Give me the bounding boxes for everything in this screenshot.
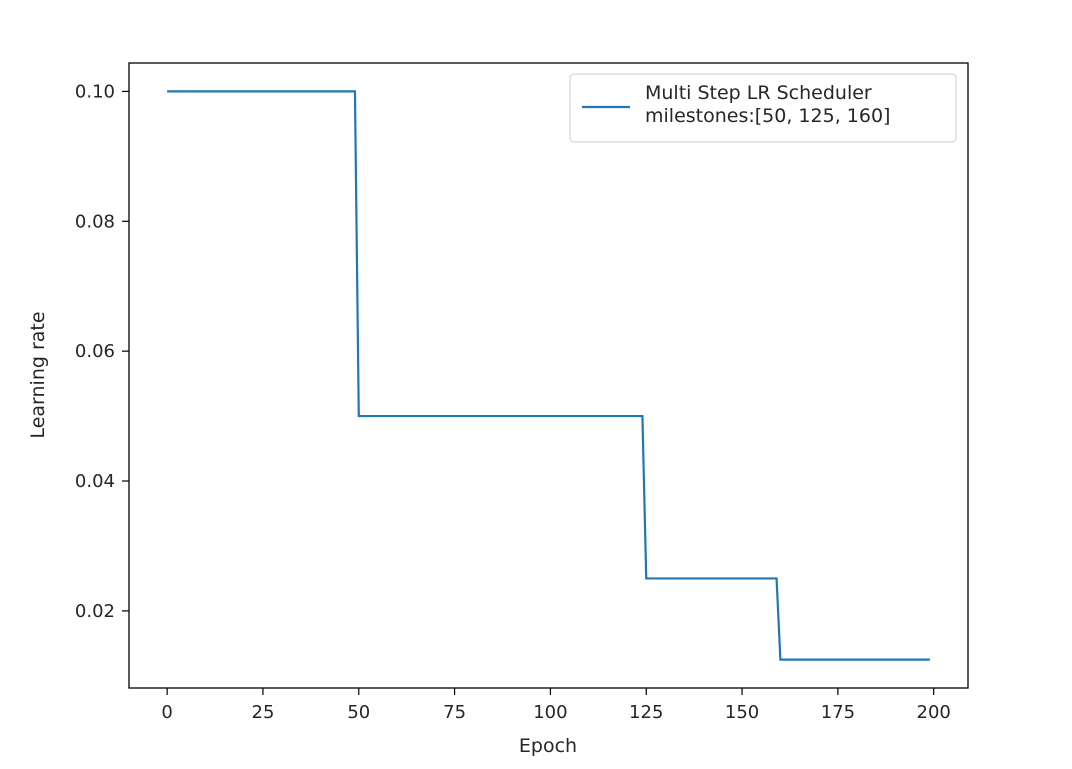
- ticks-group: 0 25 50 75 100 125 150 175 200 0.02 0.04 0.06 0.08 0.…: [75, 81, 951, 723]
- legend-box: [569, 73, 957, 143]
- x-tick-label: 150: [725, 702, 759, 723]
- x-tick-label: 200: [917, 702, 951, 723]
- plot-background: [129, 63, 968, 688]
- x-tick-label: 0: [161, 702, 172, 723]
- y-tick-label: 0.04: [75, 471, 115, 492]
- legend-entry-line: milestones:[50, 125, 160]: [645, 105, 890, 127]
- series-line-multistep: [167, 90, 930, 661]
- x-tick-label: 75: [443, 702, 466, 723]
- y-tick-label: 0.06: [75, 341, 115, 362]
- y-axis-label: Learning rate: [27, 311, 49, 438]
- x-axis-label: Epoch: [519, 735, 577, 757]
- legend: Multi Step LR Scheduler milestones:[50, 1…: [569, 73, 957, 143]
- x-tick-label: 175: [821, 702, 855, 723]
- x-tick-label: 100: [533, 702, 567, 723]
- y-tick-label: 0.02: [75, 601, 115, 622]
- x-tick-label: 25: [252, 702, 275, 723]
- y-tick-label: 0.08: [75, 211, 115, 232]
- plot-frame: [128, 62, 969, 689]
- y-tick-label: 0.10: [75, 81, 115, 102]
- legend-entry-label: Multi Step LR Scheduler milestones:[50, 1…: [645, 82, 890, 127]
- legend-entry-line: Multi Step LR Scheduler: [645, 82, 872, 104]
- x-tick-label: 50: [347, 702, 370, 723]
- x-tick-label: 125: [629, 702, 663, 723]
